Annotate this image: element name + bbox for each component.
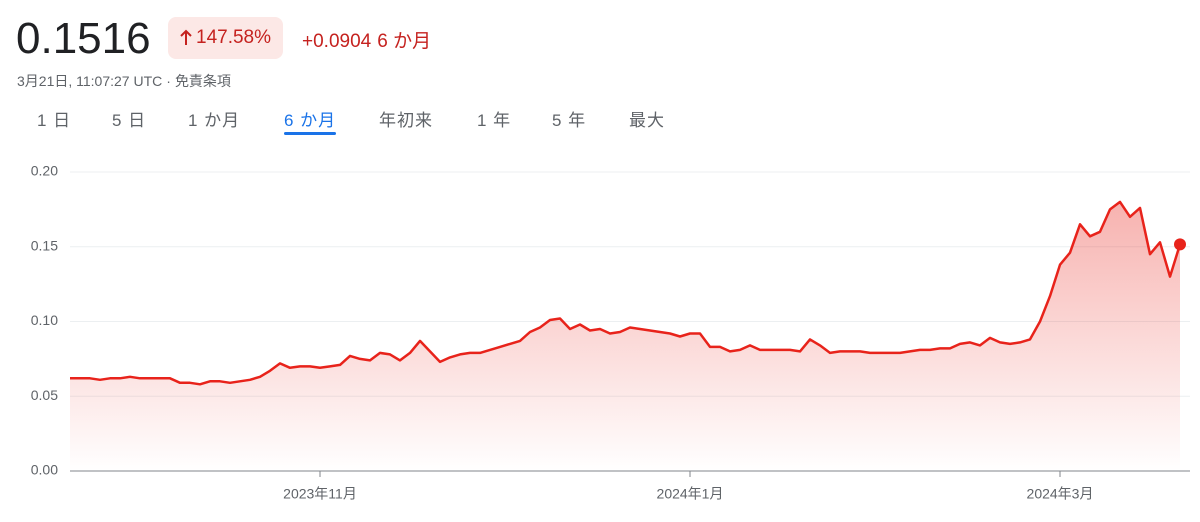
area: [70, 201, 1180, 471]
y-tick-label: 0.20: [31, 163, 58, 179]
y-tick-label: 0.00: [31, 462, 58, 478]
range-tab[interactable]: 年初来: [379, 111, 433, 130]
separator: ·: [166, 73, 171, 89]
range-tab[interactable]: 1 か月: [188, 111, 241, 130]
y-tick-label: 0.15: [31, 237, 58, 253]
last-point: [1174, 238, 1186, 251]
change-percent: 147.58%: [196, 27, 272, 48]
range-tab[interactable]: 1 日: [37, 111, 72, 130]
range-tab[interactable]: 最大: [629, 111, 665, 130]
range-tab[interactable]: 6 か月: [284, 106, 337, 135]
x-tick-label: 2023年11月: [283, 486, 357, 502]
up-arrow: [180, 29, 192, 45]
disclaimer-link[interactable]: 免責条項: [174, 73, 231, 89]
range-tab[interactable]: 5 年: [552, 111, 587, 130]
x-tick-label: 2024年1月: [657, 486, 724, 502]
price: 0.1516: [16, 14, 151, 63]
change-badge: 147.58%: [168, 17, 284, 59]
meta: 3月21日, 11:07:27 UTC · 免責条項: [17, 71, 235, 91]
change: +0.0904 6 か月: [302, 26, 437, 53]
range-tab[interactable]: 1 年: [477, 111, 512, 130]
change-period: 6 か月: [377, 31, 432, 52]
change-value: +0.0904: [302, 31, 372, 52]
x-tick-label: 2024年3月: [1027, 486, 1094, 502]
y-tick-label: 0.05: [31, 387, 58, 403]
y-tick-label: 0.10: [31, 312, 58, 328]
price-line: [70, 200, 1182, 386]
timestamp: 3月21日, 11:07:27 UTC: [17, 73, 163, 89]
range-tab[interactable]: 5 日: [112, 111, 147, 130]
